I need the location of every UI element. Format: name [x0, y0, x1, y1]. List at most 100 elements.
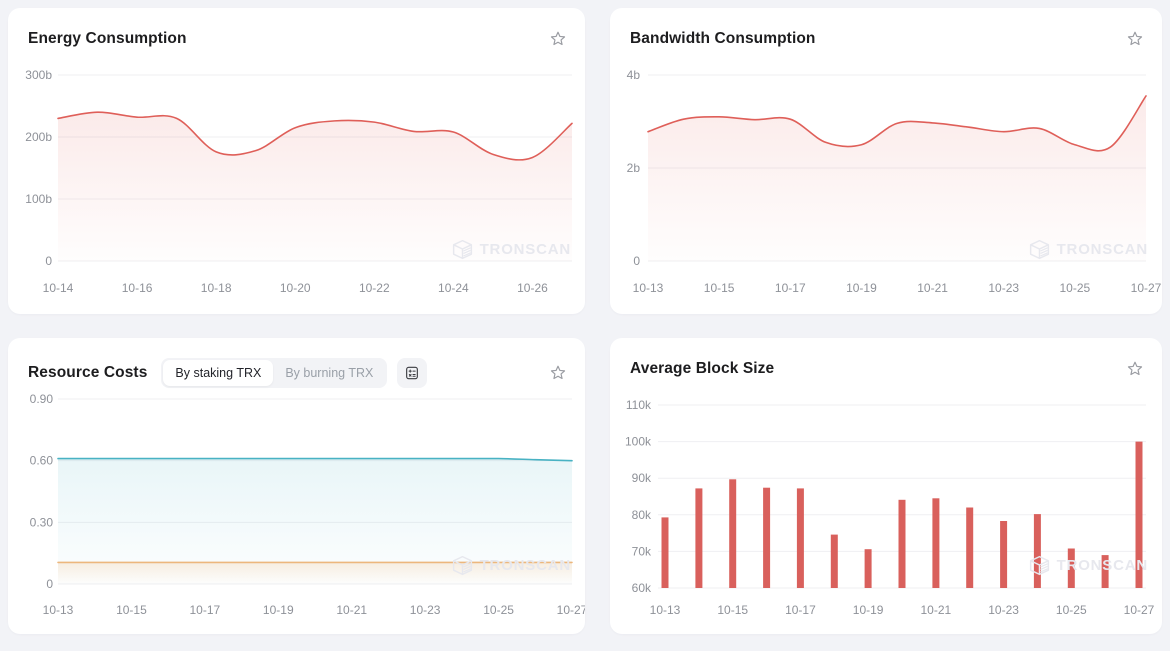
- y-axis-tick-label: 90k: [632, 471, 652, 485]
- x-axis-tick-label: 10-14: [43, 281, 74, 295]
- series-area: [58, 458, 572, 584]
- bar-10-13[interactable]: [661, 517, 669, 588]
- favorite-star-button[interactable]: [1124, 358, 1146, 380]
- bar-10-16[interactable]: [763, 487, 771, 588]
- star-icon: [550, 365, 566, 380]
- x-axis-tick-label: 10-17: [785, 603, 816, 617]
- x-axis-tick-label: 10-23: [410, 603, 441, 617]
- y-axis-tick-label: 0.30: [30, 515, 54, 529]
- x-axis-tick-label: 10-24: [438, 281, 469, 295]
- card-title: Bandwidth Consumption: [630, 30, 816, 47]
- star-icon: [1127, 31, 1143, 46]
- x-axis-tick-label: 10-19: [263, 603, 294, 617]
- star-icon: [550, 31, 566, 46]
- y-axis-tick-label: 300b: [25, 68, 52, 82]
- series-area: [58, 562, 572, 584]
- y-axis-tick-label: 80k: [632, 508, 652, 522]
- card-header: Bandwidth Consumption: [610, 8, 1162, 50]
- x-axis-tick-label: 10-13: [43, 603, 74, 617]
- bar-10-15[interactable]: [729, 479, 737, 588]
- bar-10-14[interactable]: [695, 488, 703, 588]
- x-axis-tick-label: 10-27: [1131, 281, 1162, 295]
- y-axis-tick-label: 0.90: [30, 392, 54, 406]
- x-axis-tick-label: 10-27: [1124, 603, 1155, 617]
- x-axis-tick-label: 10-21: [336, 603, 367, 617]
- x-axis-tick-label: 10-21: [917, 281, 948, 295]
- resource-costs-chart-canvas[interactable]: 0 0.30 0.60 0.90 10-13 10-15 10-17 10-19 10-21 10…: [8, 338, 585, 634]
- x-axis-tick-label: 10-17: [190, 603, 221, 617]
- x-axis-tick-label: 10-13: [633, 281, 664, 295]
- x-axis-tick-label: 10-23: [988, 603, 1019, 617]
- bar-10-17[interactable]: [796, 488, 804, 588]
- calculator-icon: [406, 366, 419, 380]
- y-axis-tick-label: 70k: [632, 544, 652, 558]
- favorite-star-button[interactable]: [547, 362, 569, 384]
- x-axis-tick-label: 10-19: [853, 603, 884, 617]
- energy-consumption-chart-canvas[interactable]: 0 100b 200b 300b 10-14 10-16 10-18 10-20 10-22 10…: [8, 8, 585, 314]
- star-icon: [1127, 361, 1143, 376]
- series-line: [57, 111, 573, 161]
- x-axis-tick-label: 10-22: [359, 281, 390, 295]
- y-axis-tick-label: 0: [46, 577, 53, 591]
- bar-10-22[interactable]: [966, 507, 974, 589]
- resource-costs-card: Resource Costs By staking TRX By burning…: [8, 338, 585, 634]
- x-axis-tick-label: 10-15: [704, 281, 735, 295]
- average-block-size-chart-canvas[interactable]: 60k 70k 80k 90k 100k 110k 10-13 10-15 10-17 10-19…: [610, 338, 1162, 634]
- card-title: Resource Costs: [28, 364, 148, 381]
- x-axis-tick-label: 10-20: [280, 281, 311, 295]
- y-axis-tick-label: 0: [45, 254, 52, 268]
- x-axis-tick-label: 10-19: [846, 281, 877, 295]
- bandwidth-consumption-card: Bandwidth Consumption 0 2b 4b 10-13 10-15 10-…: [610, 8, 1162, 314]
- y-axis-tick-label: 2b: [627, 161, 641, 175]
- series-area: [648, 95, 1146, 262]
- y-axis-tick-label: 100b: [25, 192, 52, 206]
- calculator-button[interactable]: [397, 358, 428, 388]
- x-axis-tick-label: 10-25: [1056, 603, 1087, 617]
- y-axis-tick-label: 4b: [627, 68, 641, 82]
- x-axis-tick-label: 10-13: [650, 603, 681, 617]
- x-axis-tick-label: 10-16: [122, 281, 153, 295]
- x-axis-tick-label: 10-26: [517, 281, 548, 295]
- x-axis-tick-label: 10-27: [557, 603, 585, 617]
- card-header: Average Block Size: [610, 338, 1162, 380]
- x-axis-tick-label: 10-23: [988, 281, 1019, 295]
- average-block-size-card: Average Block Size 60k 70k 80k 90k 100k 110k 1…: [610, 338, 1162, 634]
- card-title: Average Block Size: [630, 360, 775, 377]
- bar-10-18[interactable]: [830, 534, 838, 588]
- x-axis-tick-label: 10-25: [1060, 281, 1091, 295]
- y-axis-tick-label: 0: [633, 254, 640, 268]
- series-line: [57, 457, 573, 462]
- bar-10-23[interactable]: [1000, 521, 1008, 588]
- series-line: [647, 95, 1147, 152]
- y-axis-tick-label: 60k: [632, 581, 652, 595]
- bar-10-21[interactable]: [932, 498, 940, 588]
- x-axis-tick-label: 10-25: [483, 603, 514, 617]
- bar-10-20[interactable]: [898, 499, 906, 588]
- series-area: [58, 112, 572, 261]
- card-header: Resource Costs By staking TRX By burning…: [8, 338, 585, 388]
- toggle-by-burning-trx[interactable]: By burning TRX: [285, 366, 374, 380]
- y-axis-tick-label: 200b: [25, 130, 52, 144]
- favorite-star-button[interactable]: [1124, 28, 1146, 50]
- x-axis-tick-label: 10-15: [116, 603, 147, 617]
- toggle-by-staking-trx[interactable]: By staking TRX: [163, 360, 274, 386]
- y-axis-tick-label: 110k: [626, 398, 652, 412]
- bar-10-25[interactable]: [1067, 548, 1075, 589]
- bar-10-26[interactable]: [1101, 555, 1109, 588]
- bar-10-27[interactable]: [1135, 441, 1143, 588]
- card-title: Energy Consumption: [28, 30, 187, 47]
- energy-consumption-card: Energy Consumption 0 100b 200b 300b 10-14 10-…: [8, 8, 585, 314]
- favorite-star-button[interactable]: [547, 28, 569, 50]
- x-axis-tick-label: 10-17: [775, 281, 806, 295]
- bar-10-24[interactable]: [1033, 514, 1041, 588]
- y-axis-tick-label: 0.60: [30, 454, 54, 468]
- y-axis-tick-label: 100k: [625, 435, 652, 449]
- x-axis-tick-label: 10-18: [201, 281, 232, 295]
- resource-costs-toggle-group: By staking TRX By burning TRX: [161, 358, 388, 388]
- bandwidth-consumption-chart-canvas[interactable]: 0 2b 4b 10-13 10-15 10-17 10-19 10-21 10-23 10-25…: [610, 8, 1162, 314]
- x-axis-tick-label: 10-21: [921, 603, 952, 617]
- card-header: Energy Consumption: [8, 8, 585, 50]
- bar-10-19[interactable]: [864, 549, 872, 588]
- x-axis-tick-label: 10-15: [717, 603, 748, 617]
